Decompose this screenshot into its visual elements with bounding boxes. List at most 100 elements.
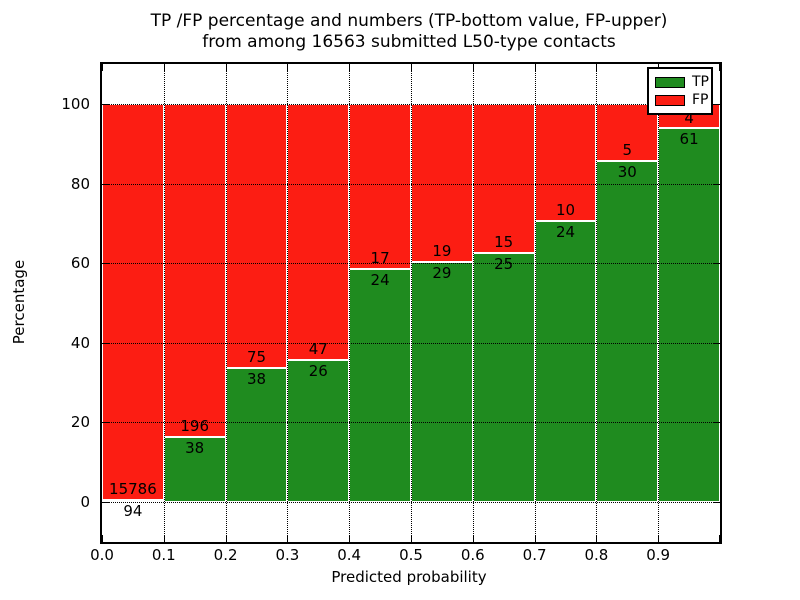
y-tick-mark [102,342,109,344]
tp-count-label: 94 [123,501,143,520]
x-tick-mark [472,535,474,542]
fp-count-label: 5 [622,140,633,159]
x-tick-mark [163,535,165,542]
gridline-y [102,183,720,185]
gridline-x [472,64,474,542]
x-tick-label: 0.9 [646,546,671,564]
fp-count-label: 19 [432,241,452,260]
x-tick-mark [287,535,289,542]
y-tick-label: 100 [61,95,90,113]
bar-segment-tp [349,269,411,502]
x-tick-label: 0.7 [522,546,547,564]
y-tick-mark [102,422,109,424]
y-tick-mark [102,183,109,185]
y-tick-label: 40 [70,333,90,352]
y-tick-mark [102,104,109,105]
y-tick-mark [713,342,720,344]
bar-segment-tp [534,221,597,502]
y-tick-mark [713,183,720,185]
x-tick-mark [472,64,474,71]
bar-segment-tp [287,360,350,502]
bar-segment-fp [225,104,288,369]
x-tick-label: 0.0 [90,546,114,564]
gridline-x [411,64,412,542]
x-tick-mark [349,535,351,542]
x-tick-mark [287,64,289,71]
x-tick-mark [225,535,227,542]
x-tick-mark [658,535,660,542]
x-tick-mark [102,64,103,71]
tp-count-label: 38 [185,439,205,458]
y-tick-mark [102,502,109,503]
x-tick-mark [534,64,536,71]
bar-segment-fp [349,104,411,270]
x-tick-mark [225,64,227,71]
tp-count-label: 24 [555,223,576,242]
x-axis-label: Predicted probability [331,568,487,586]
x-tick-label: 0.4 [337,546,362,564]
x-tick-mark [719,64,720,71]
bar-segment-tp [102,499,164,502]
fp-count-label: 15786 [109,479,157,498]
fp-count-label: 4 [684,108,694,127]
fp-count-label: 15 [494,233,514,252]
gridline-x [658,64,660,542]
fp-count-label: 17 [370,249,390,268]
x-tick-mark [349,64,351,71]
y-axis-label: Percentage [10,259,28,345]
x-tick-label: 0.2 [213,546,238,564]
fp-swatch-icon [655,94,685,106]
bar-segment-tp [163,437,226,502]
y-tick-label: 20 [70,413,90,432]
x-tick-mark [102,535,103,542]
x-tick-mark [719,535,720,542]
bar-segment-tp [411,261,473,502]
fp-count-label: 10 [555,201,576,220]
tp-swatch-icon [655,76,685,88]
y-tick-mark [713,263,720,265]
legend-row-fp: FP [655,91,709,109]
bar-segment-tp [225,368,288,502]
gridline-x [596,64,598,542]
fp-count-label: 47 [308,340,328,359]
bar-segment-fp [102,104,164,500]
y-tick-label: 60 [70,254,90,273]
gridline-x [163,64,165,542]
plot-area: 15786 94 196 38 75 38 47 26 17 24 19 29 15 25 10 24 5 30 4… [100,62,722,544]
gridline-y [102,502,720,503]
x-tick-mark [411,535,412,542]
y-tick-mark [713,422,720,424]
x-tick-label: 0.5 [399,546,423,564]
x-tick-label: 0.3 [275,546,300,564]
y-tick-label: 80 [70,174,90,193]
chart-title-line2: from among 16563 submitted L50-type cont… [202,32,616,52]
bar-segment-tp [596,160,659,502]
gridline-y [102,104,720,105]
gridline-x [349,64,351,542]
legend-label-fp: FP [692,92,709,108]
bar-segment-fp [287,104,350,361]
gridline-y [102,342,720,344]
legend: TP FP [647,67,713,115]
fp-count-label: 196 [180,417,210,436]
bar-segment-tp [658,128,720,502]
y-tick-mark [713,502,720,503]
tp-count-label: 26 [308,362,328,381]
gridline-x [225,64,227,542]
legend-row-tp: TP [655,73,709,91]
x-tick-label: 0.1 [151,546,176,564]
x-tick-label: 0.8 [584,546,609,564]
tp-count-label: 38 [246,370,267,389]
y-tick-label: 0 [80,493,90,511]
tp-count-label: 25 [494,255,514,274]
y-tick-mark [713,104,720,105]
gridline-y [102,422,720,424]
x-tick-label: 0.6 [460,546,485,564]
x-tick-mark [596,535,598,542]
bar-segment-fp [163,104,226,438]
tp-count-label: 61 [679,130,699,149]
fp-count-label: 75 [246,348,267,367]
x-tick-mark [596,64,598,71]
y-tick-mark [102,263,109,265]
